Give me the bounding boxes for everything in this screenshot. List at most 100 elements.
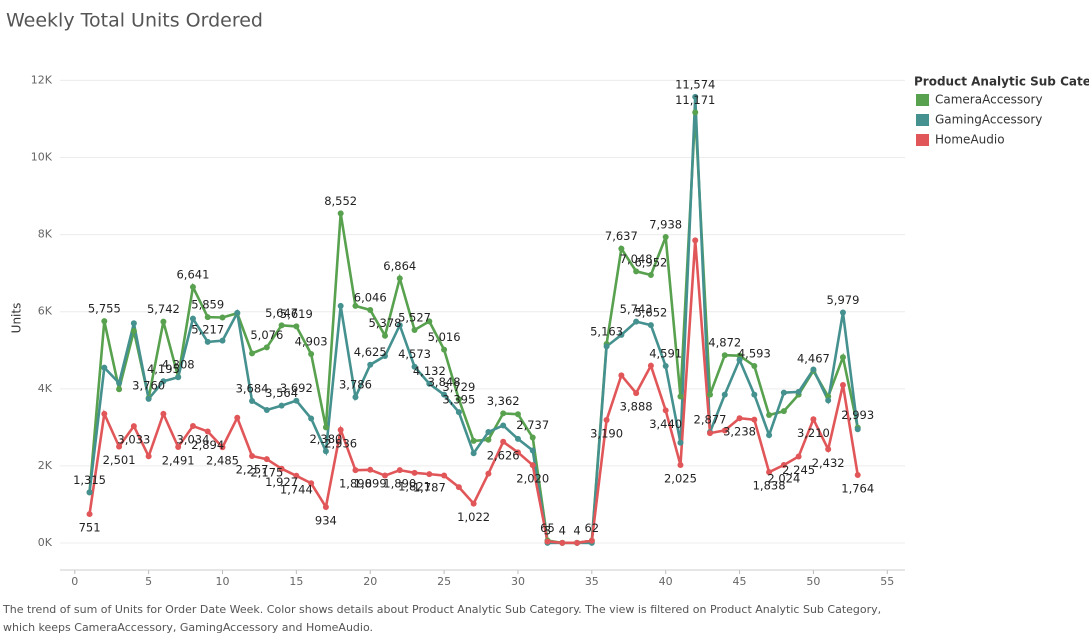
x-tick-label: 20 [363, 575, 377, 588]
point [780, 461, 787, 468]
data-label: 2,432 [812, 456, 845, 470]
point [263, 456, 270, 463]
point [810, 416, 817, 423]
point [514, 435, 521, 442]
data-label: 5,755 [88, 302, 121, 316]
data-label: 7,938 [649, 218, 682, 232]
data-label: 5,647 [265, 306, 298, 320]
point [721, 352, 728, 359]
point [308, 415, 315, 422]
point [618, 245, 625, 252]
data-label: 3,692 [280, 381, 313, 395]
point [175, 374, 182, 381]
point [633, 390, 640, 397]
point [529, 462, 536, 469]
point [382, 332, 388, 339]
x-tick-label: 5 [145, 575, 152, 588]
point [441, 472, 448, 479]
point [293, 323, 300, 330]
point [839, 381, 846, 388]
data-label: 2,025 [664, 471, 697, 485]
data-label: 4,467 [797, 351, 830, 365]
point [263, 407, 270, 414]
point [411, 326, 418, 333]
data-label: 2,245 [782, 463, 815, 477]
point [692, 93, 699, 100]
point [101, 410, 108, 417]
x-tick-label: 35 [585, 575, 599, 588]
point [204, 314, 211, 321]
data-label: 1,899 [354, 476, 387, 490]
point [219, 314, 226, 321]
point [396, 275, 403, 282]
data-label: 3,034 [176, 433, 209, 447]
point [500, 410, 507, 417]
point [485, 470, 492, 477]
point [367, 466, 374, 473]
point [160, 378, 167, 385]
data-label: 3,786 [339, 378, 372, 392]
data-label: 3,760 [132, 379, 165, 393]
y-tick-label: 6K [38, 305, 53, 318]
data-label: 3,238 [723, 425, 756, 439]
y-tick-label: 8K [38, 228, 53, 241]
data-label: 1,787 [413, 481, 446, 495]
y-tick-label: 0K [38, 536, 53, 549]
point [780, 389, 787, 396]
point [308, 480, 315, 487]
point [529, 447, 536, 454]
point [189, 423, 196, 430]
data-label: 4,872 [708, 336, 741, 350]
point [116, 386, 123, 393]
x-tick-label: 0 [71, 575, 78, 588]
data-label: 4,195 [147, 362, 180, 376]
point [662, 407, 669, 414]
data-label: 4,903 [295, 335, 328, 349]
point [234, 309, 241, 316]
point [810, 366, 817, 373]
data-label: 4,593 [738, 346, 771, 360]
data-label: 6,641 [176, 268, 209, 282]
point [662, 363, 669, 370]
point [854, 472, 861, 479]
point [633, 318, 640, 325]
point [514, 449, 521, 456]
data-label: 5,378 [369, 316, 402, 330]
data-label: 5,163 [590, 324, 623, 338]
point [396, 467, 403, 474]
point [116, 443, 123, 450]
data-label: 3,440 [649, 417, 682, 431]
point [411, 469, 418, 476]
data-label: 4,573 [398, 347, 431, 361]
point [485, 436, 492, 443]
data-label: 4,591 [649, 347, 682, 361]
y-tick-label: 2K [38, 459, 53, 472]
data-label: 6,864 [383, 259, 416, 273]
data-label: 3 [544, 523, 551, 537]
data-label: 2,020 [516, 472, 549, 486]
data-label: 1,890 [339, 477, 372, 491]
point [736, 352, 743, 359]
caption: which keeps CameraAccessory, GamingAcces… [3, 621, 373, 634]
legend-title: Product Analytic Sub Category [914, 75, 1089, 89]
point [692, 109, 699, 116]
point [367, 306, 374, 313]
point [308, 351, 315, 358]
data-label: 5,217 [191, 322, 224, 336]
data-label: 1,315 [73, 473, 106, 487]
point [293, 397, 300, 404]
data-label: 2,877 [694, 413, 727, 427]
data-label: 62 [584, 521, 599, 535]
data-label: 5,076 [250, 328, 283, 342]
data-label: 2,024 [767, 471, 800, 485]
point [337, 302, 344, 309]
point [692, 237, 699, 244]
point [795, 388, 802, 395]
point [677, 461, 684, 468]
point [588, 537, 595, 544]
point [529, 434, 536, 441]
point [618, 372, 625, 379]
point [707, 391, 713, 398]
point [145, 395, 152, 402]
